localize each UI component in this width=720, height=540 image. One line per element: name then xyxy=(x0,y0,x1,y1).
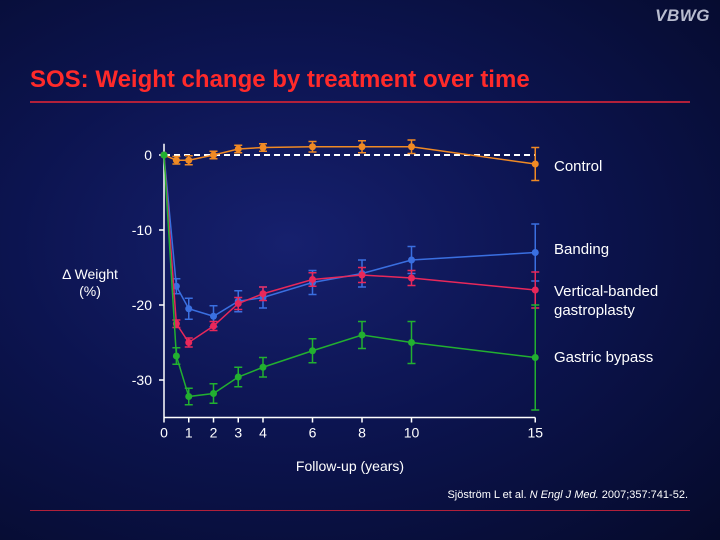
data-point-control xyxy=(172,156,180,164)
data-point-control xyxy=(259,144,267,151)
series-label-control: Control xyxy=(554,158,603,175)
footer-divider xyxy=(30,510,690,511)
data-point-control xyxy=(210,151,217,159)
y-tick-label: -30 xyxy=(132,372,152,388)
data-point-control xyxy=(358,143,366,151)
series-line-gastric-bypass xyxy=(163,154,536,398)
data-point-gastric-bypass xyxy=(160,151,168,159)
data-point-banding xyxy=(172,282,180,290)
data-point-vertical-banded-gastroplasty xyxy=(210,322,217,330)
data-point-banding xyxy=(210,312,217,320)
y-tick-label: 0 xyxy=(144,147,152,163)
citation-journal: N Engl J Med. xyxy=(529,489,599,501)
y-tick-label: -20 xyxy=(132,297,152,313)
data-point-vertical-banded-gastroplasty xyxy=(185,339,193,346)
data-point-vertical-banded-gastroplasty xyxy=(309,276,316,283)
x-tick-label: 2 xyxy=(210,425,218,441)
data-point-control xyxy=(309,143,316,151)
series-label-banding: Banding xyxy=(554,241,610,258)
citation: Sjöström L et al. N Engl J Med. 2007;357… xyxy=(447,489,688,501)
y-axis-label: Δ Weight (%) xyxy=(44,266,136,300)
series-label-vbg: Vertical-banded gastroplasty xyxy=(554,283,659,319)
data-point-gastric-bypass xyxy=(172,352,180,360)
data-point-gastric-bypass xyxy=(210,390,217,397)
x-tick-label: 15 xyxy=(527,425,543,441)
series-line-control xyxy=(163,146,536,165)
series-line-vertical-banded-gastroplasty xyxy=(163,154,536,344)
data-point-vertical-banded-gastroplasty xyxy=(408,274,415,282)
y-tick-label: -10 xyxy=(132,222,152,238)
data-point-gastric-bypass xyxy=(185,393,193,400)
data-point-banding xyxy=(408,256,415,264)
data-point-gastric-bypass xyxy=(234,373,242,381)
citation-ref: 2007;357:741-52. xyxy=(601,489,688,501)
data-point-control xyxy=(408,143,415,151)
data-point-control xyxy=(531,160,539,168)
x-tick-label: 6 xyxy=(309,425,317,441)
x-tick-label: 3 xyxy=(234,425,242,441)
y-axis-label-line1: Δ Weight xyxy=(62,266,118,282)
x-tick-label: 0 xyxy=(160,425,168,441)
data-point-vertical-banded-gastroplasty xyxy=(531,286,539,294)
data-point-gastric-bypass xyxy=(358,331,366,339)
citation-authors: Sjöström L et al. xyxy=(447,489,527,501)
data-point-vertical-banded-gastroplasty xyxy=(259,290,267,298)
data-point-gastric-bypass xyxy=(259,363,267,371)
data-point-control xyxy=(234,145,242,153)
x-axis-label: Follow-up (years) xyxy=(295,458,405,474)
slide-title: SOS: Weight change by treatment over tim… xyxy=(30,66,530,93)
y-axis-label-line2: (%) xyxy=(79,283,101,299)
series-line-banding xyxy=(163,154,536,318)
data-point-gastric-bypass xyxy=(309,347,316,355)
x-tick-label: 4 xyxy=(259,425,267,441)
data-point-banding xyxy=(531,249,539,256)
series-label-gastric-bypass: Gastric bypass xyxy=(554,349,654,366)
vbwg-logo: VBWG xyxy=(655,6,710,25)
x-tick-label: 8 xyxy=(358,425,366,441)
data-point-vertical-banded-gastroplasty xyxy=(358,271,366,279)
data-point-control xyxy=(185,156,193,164)
x-tick-label: 1 xyxy=(185,425,193,441)
x-tick-label: 10 xyxy=(404,425,420,441)
data-point-gastric-bypass xyxy=(408,339,415,346)
data-point-vertical-banded-gastroplasty xyxy=(234,300,242,307)
data-point-banding xyxy=(185,305,193,313)
data-point-gastric-bypass xyxy=(531,354,539,361)
title-divider xyxy=(30,101,690,103)
